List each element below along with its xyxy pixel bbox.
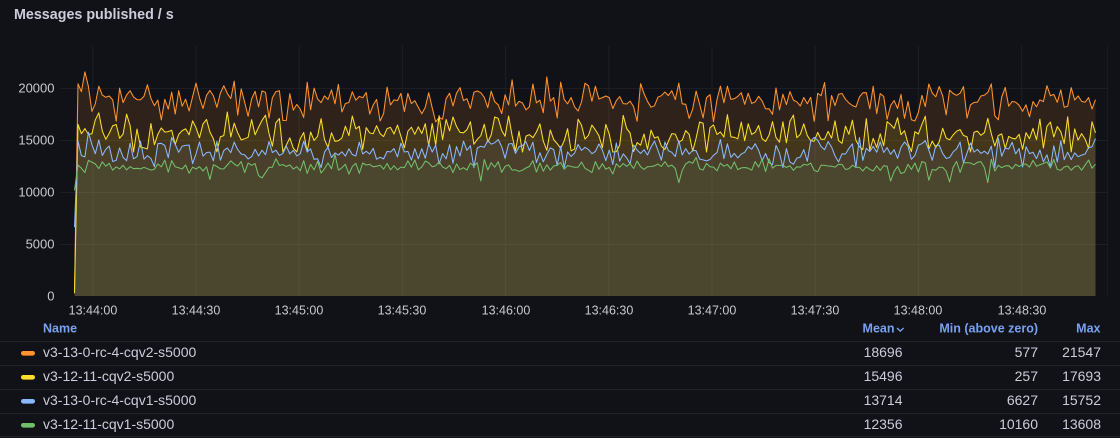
svg-text:577: 577 <box>1015 344 1039 360</box>
svg-text:15496: 15496 <box>864 368 903 384</box>
svg-text:Max: Max <box>1076 322 1100 336</box>
svg-text:10000: 10000 <box>18 185 54 200</box>
svg-text:13:48:30: 13:48:30 <box>998 304 1047 318</box>
svg-text:15000: 15000 <box>18 133 54 148</box>
svg-text:Mean: Mean <box>863 322 895 336</box>
svg-text:13:44:30: 13:44:30 <box>172 304 221 318</box>
svg-text:12356: 12356 <box>864 416 903 432</box>
svg-text:17693: 17693 <box>1062 368 1101 384</box>
svg-text:13:44:00: 13:44:00 <box>69 304 118 318</box>
svg-text:13608: 13608 <box>1062 416 1101 432</box>
svg-text:5000: 5000 <box>26 237 55 252</box>
svg-text:13:47:00: 13:47:00 <box>688 304 737 318</box>
svg-text:v3-12-11-cqv1-s5000: v3-12-11-cqv1-s5000 <box>43 416 174 432</box>
svg-text:v3-13-0-rc-4-cqv2-s5000: v3-13-0-rc-4-cqv2-s5000 <box>43 344 196 360</box>
svg-text:13:46:30: 13:46:30 <box>585 304 634 318</box>
svg-text:13714: 13714 <box>864 392 903 408</box>
svg-text:10160: 10160 <box>999 416 1038 432</box>
svg-text:13:48:00: 13:48:00 <box>894 304 943 318</box>
svg-text:Name: Name <box>43 322 77 336</box>
svg-text:Messages published / s: Messages published / s <box>14 7 174 23</box>
svg-text:13:45:00: 13:45:00 <box>275 304 324 318</box>
svg-text:15752: 15752 <box>1062 392 1101 408</box>
svg-text:257: 257 <box>1015 368 1039 384</box>
svg-text:v3-12-11-cqv2-s5000: v3-12-11-cqv2-s5000 <box>43 368 174 384</box>
svg-text:13:47:30: 13:47:30 <box>791 304 840 318</box>
svg-text:6627: 6627 <box>1007 392 1038 408</box>
svg-text:v3-13-0-rc-4-cqv1-s5000: v3-13-0-rc-4-cqv1-s5000 <box>43 392 196 408</box>
svg-text:13:45:30: 13:45:30 <box>378 304 427 318</box>
svg-text:21547: 21547 <box>1062 344 1101 360</box>
svg-text:0: 0 <box>47 289 54 304</box>
svg-text:18696: 18696 <box>864 344 903 360</box>
svg-text:Min (above zero): Min (above zero) <box>939 322 1038 336</box>
svg-text:20000: 20000 <box>18 81 54 96</box>
svg-text:13:46:00: 13:46:00 <box>482 304 531 318</box>
